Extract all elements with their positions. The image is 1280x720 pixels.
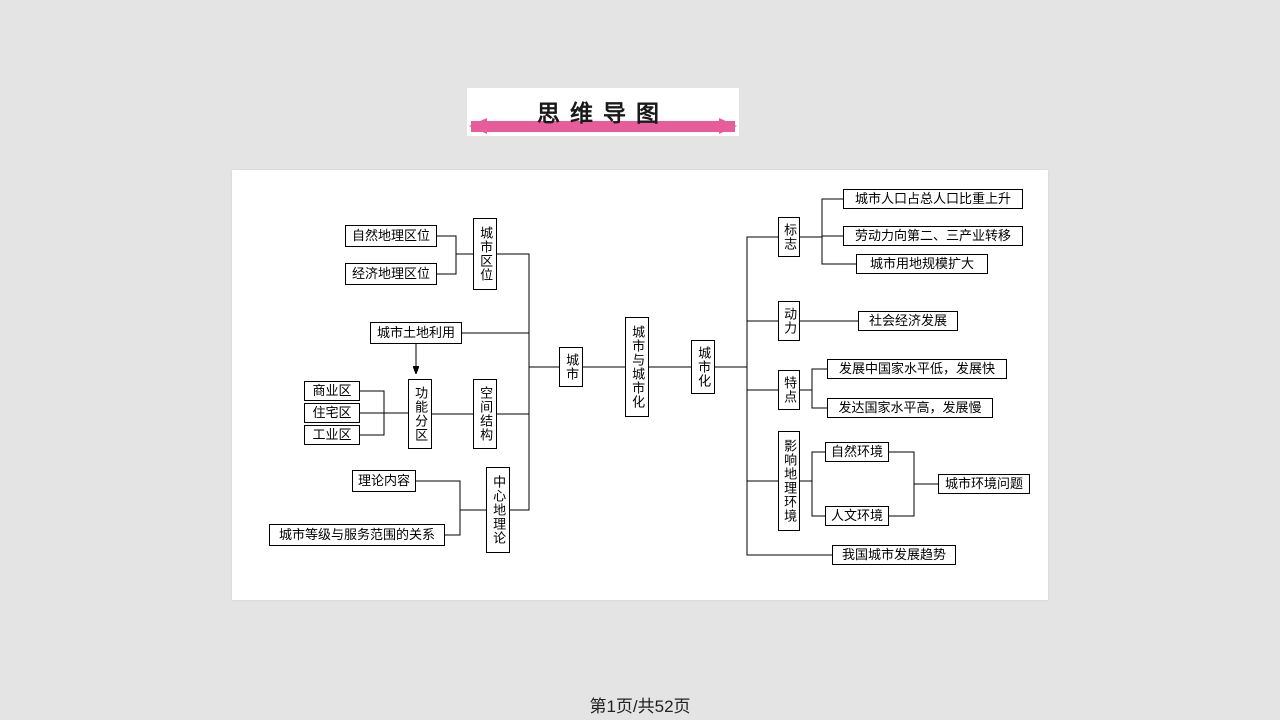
node-n_prob: 城市环境问题 xyxy=(938,474,1030,494)
node-n_feat: 特点 xyxy=(778,370,800,410)
node-n_mid: 城市与城市化 xyxy=(625,317,649,417)
node-n_sign: 标志 xyxy=(778,217,800,257)
node-n_eco: 经济地理区位 xyxy=(345,263,437,285)
title-text: 思维导图 xyxy=(467,94,739,128)
node-n_ind: 工业区 xyxy=(304,425,360,445)
title-banner: 思维导图 xyxy=(467,88,739,136)
page-indicator: 第1页/共52页 xyxy=(0,692,1280,717)
node-n_res: 住宅区 xyxy=(304,403,360,423)
diagram-canvas: 自然地理区位经济地理区位 城市区位城市土地利用商业区住宅区工业区 功能分区 空间结构理… xyxy=(232,170,1048,600)
node-n_drv: 动力 xyxy=(778,301,800,341)
node-n_biz: 商业区 xyxy=(304,381,360,401)
node-n_nate: 自然环境 xyxy=(825,442,889,462)
node-n_area: 城市用地规模扩大 xyxy=(856,254,988,274)
node-n_dev: 发展中国家水平低，发展快 xyxy=(827,359,1007,379)
node-n_hume: 人文环境 xyxy=(825,506,889,526)
node-n_land: 城市土地利用 xyxy=(370,322,462,344)
node-n_rel: 城市等级与服务范围的关系 xyxy=(269,524,445,546)
node-n_adv: 发达国家水平高，发展慢 xyxy=(827,398,993,418)
node-n_urb: 城市化 xyxy=(691,340,715,394)
node-n_nat: 自然地理区位 xyxy=(345,225,437,247)
node-n_trend: 我国城市发展趋势 xyxy=(832,545,956,565)
node-n_soc: 社会经济发展 xyxy=(858,311,958,331)
node-n_cen: 中心地理论 xyxy=(486,467,510,553)
node-n_theo: 理论内容 xyxy=(352,470,416,492)
node-n_func: 功能分区 xyxy=(408,379,432,449)
node-n_spat: 空间结构 xyxy=(473,379,497,449)
node-n_env: 影响地理环境 xyxy=(778,431,800,531)
node-n_city: 城市 xyxy=(559,347,583,387)
node-n_loc: 城市区位 xyxy=(473,218,497,290)
node-n_pop: 城市人口占总人口比重上升 xyxy=(843,189,1023,209)
node-n_lab: 劳动力向第二、三产业转移 xyxy=(843,226,1023,246)
